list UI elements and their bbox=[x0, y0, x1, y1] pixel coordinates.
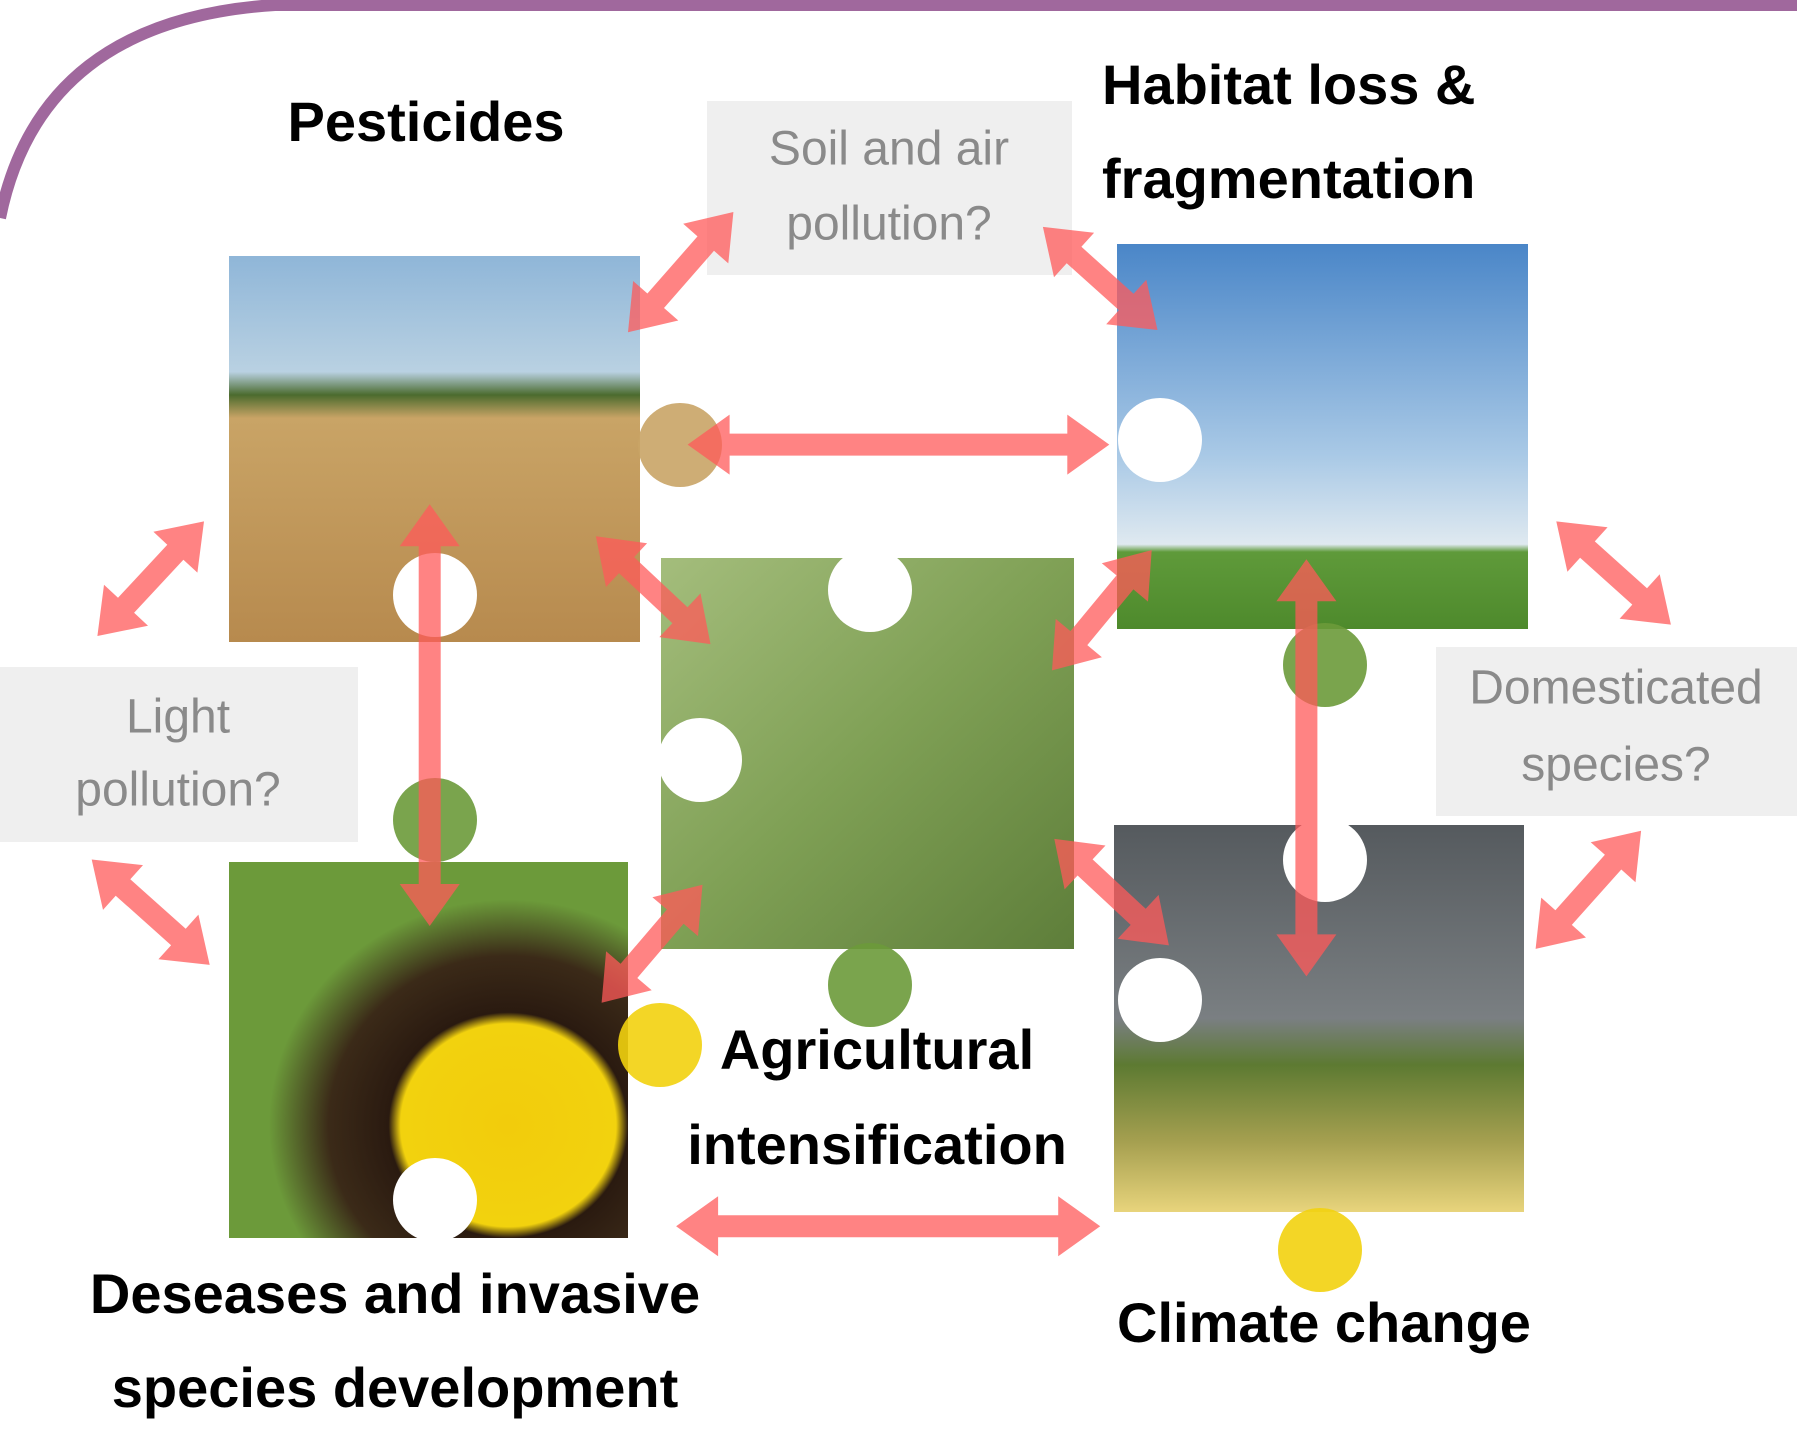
arrow bbox=[1556, 521, 1671, 624]
node-label: Agricultural bbox=[720, 1018, 1034, 1081]
node-label: intensification bbox=[687, 1113, 1067, 1176]
arrow bbox=[92, 860, 210, 965]
node-label: species development bbox=[112, 1356, 678, 1419]
question-label: pollution? bbox=[75, 764, 281, 817]
question-label: Soil and air bbox=[769, 123, 1009, 176]
node-label: Deseases and invasive bbox=[90, 1262, 700, 1325]
node-label: fragmentation bbox=[1102, 147, 1475, 210]
node-label: Climate change bbox=[1117, 1291, 1531, 1354]
arrow bbox=[688, 415, 1110, 475]
arrow bbox=[97, 521, 204, 636]
diagram: Pesticides Habitat loss & fragmentation … bbox=[0, 0, 1797, 1432]
question-label: species? bbox=[1521, 739, 1710, 792]
arrow bbox=[676, 1196, 1100, 1256]
question-label: Light bbox=[126, 691, 230, 744]
question-label: pollution? bbox=[786, 198, 992, 251]
node-label: Pesticides bbox=[287, 90, 564, 153]
question-label: Domesticated bbox=[1469, 662, 1762, 715]
node-label: Habitat loss & bbox=[1102, 53, 1475, 116]
arrow bbox=[1536, 831, 1642, 949]
